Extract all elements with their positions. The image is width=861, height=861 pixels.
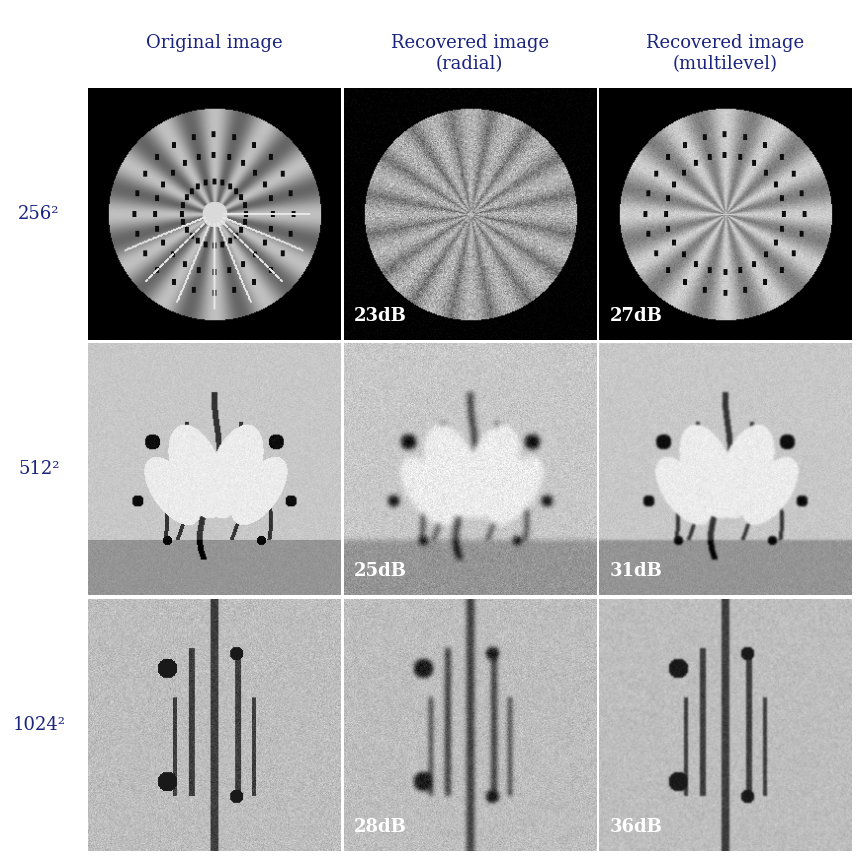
Text: 36dB: 36dB — [609, 818, 661, 835]
Text: 25dB: 25dB — [353, 562, 406, 580]
Text: Recovered image
(radial): Recovered image (radial) — [390, 34, 548, 73]
Text: 31dB: 31dB — [609, 562, 661, 580]
Text: 256²: 256² — [18, 205, 59, 223]
Text: 27dB: 27dB — [609, 307, 661, 325]
Text: 23dB: 23dB — [353, 307, 406, 325]
Text: 28dB: 28dB — [353, 818, 406, 835]
Text: Original image: Original image — [146, 34, 282, 53]
Text: 1024²: 1024² — [12, 715, 65, 734]
Text: Recovered image
(multilevel): Recovered image (multilevel) — [646, 34, 803, 73]
Text: 512²: 512² — [18, 461, 59, 478]
